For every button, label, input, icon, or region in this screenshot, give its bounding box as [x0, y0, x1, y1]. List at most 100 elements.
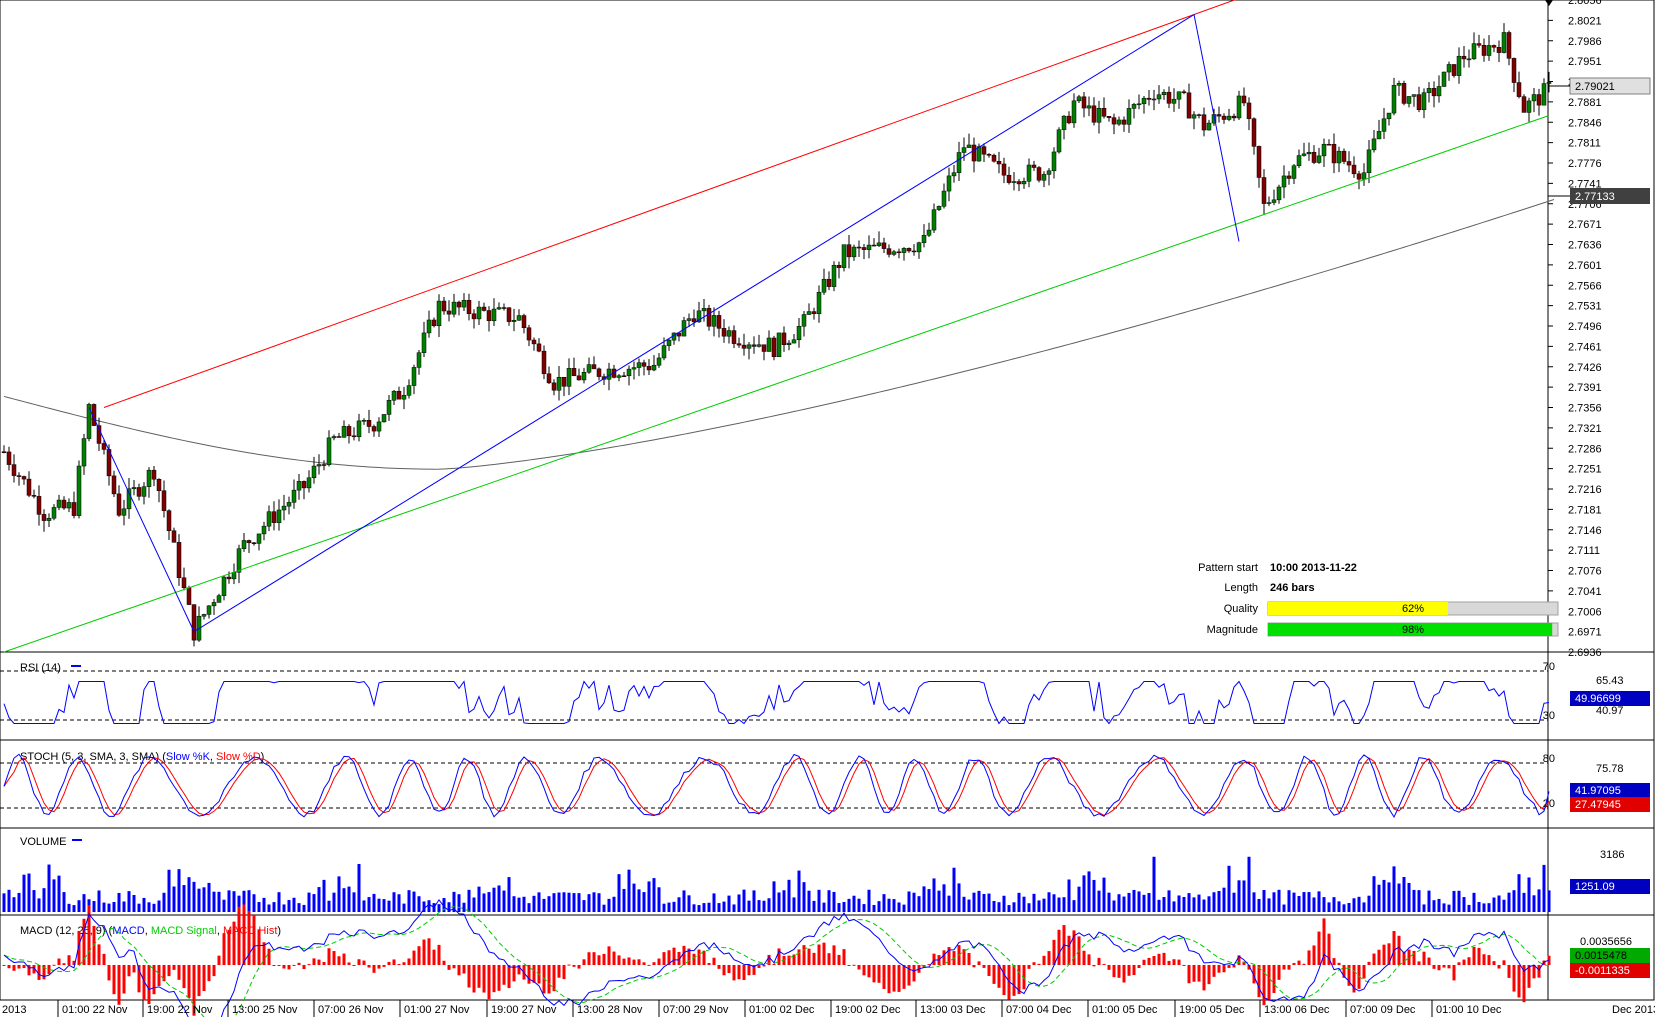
volume-bar [337, 876, 341, 912]
macd-hist-bar [122, 965, 126, 994]
macd-hist-bar [1497, 965, 1501, 969]
candle-body [1526, 100, 1532, 113]
volume-bar [477, 886, 481, 912]
macd-hist-bar [737, 965, 741, 980]
candle-body [1251, 118, 1257, 147]
candle-body [1456, 55, 1462, 76]
macd-value-label: 0.0015478 [1575, 950, 1627, 962]
macd-hist-bar [977, 961, 981, 965]
ma-price-box: 2.77133 [1548, 188, 1650, 204]
candle-body [791, 339, 797, 344]
macd-hist-bar [452, 965, 456, 969]
candle-body [806, 311, 812, 315]
macd-hist-bar [532, 965, 536, 983]
volume-bar [1037, 900, 1041, 912]
volume-bar [1437, 898, 1441, 912]
volume-bar [1217, 890, 1221, 912]
macd-hist-bar [772, 964, 776, 966]
macd-hist-bar [352, 965, 356, 966]
macd-hist-bar [207, 965, 211, 982]
candle-body [1356, 173, 1362, 180]
macd-histogram [2, 904, 1551, 1016]
volume-bar [22, 874, 26, 912]
candle-body [1151, 98, 1157, 101]
macd-hist-bar [132, 965, 136, 973]
candle-body [66, 502, 72, 509]
volume-bar [237, 895, 241, 912]
macd-hist-bar [592, 952, 596, 965]
volume-bar [1077, 886, 1081, 912]
volume-bar [292, 897, 296, 912]
volume-bar [442, 898, 446, 912]
candle-body [881, 242, 887, 249]
volume-bar [1302, 892, 1306, 912]
candle-body [301, 481, 307, 489]
volume-bar [172, 886, 176, 912]
volume-bar [1277, 889, 1281, 912]
volume-bar [1197, 894, 1201, 912]
volume-bar [522, 896, 526, 912]
price-tick-label: 2.7426 [1568, 362, 1602, 374]
macd-hist-bar [1072, 930, 1076, 965]
candle-body [171, 530, 177, 543]
macd-line [3, 898, 1550, 1020]
macd-hist-bar [462, 965, 466, 974]
volume-bar [882, 894, 886, 912]
volume-bar [1092, 879, 1096, 912]
volume-bar [202, 887, 206, 912]
candle-body [511, 319, 517, 322]
candle-body [1171, 98, 1177, 104]
candle-body [266, 511, 272, 527]
candle-body [1451, 64, 1457, 76]
volume-bar [1417, 890, 1421, 912]
candle-body [61, 499, 67, 509]
volume-bar [367, 897, 371, 912]
macd-hist-bar [1467, 957, 1471, 965]
macd-hist-bar [1337, 962, 1341, 965]
candle-body [1191, 114, 1197, 119]
volume-bar [532, 895, 536, 912]
volume-bar [787, 879, 791, 912]
candle-body [206, 605, 212, 615]
macd-hist-bar [112, 965, 116, 995]
volume-bar [192, 881, 196, 912]
volume-bar [657, 887, 661, 912]
candle-body [876, 242, 882, 246]
macd-hist-bar [512, 965, 516, 982]
candle-body [1216, 114, 1222, 117]
rsi-level-30: 30 [1543, 710, 1555, 722]
volume-bar [102, 902, 106, 912]
candle-body [431, 319, 437, 327]
macd-hist-bar [1442, 965, 1446, 968]
macd-hist-bar [307, 964, 311, 966]
volume-bar [1007, 905, 1011, 912]
candle-body [251, 542, 257, 545]
price-tick-label: 2.7146 [1568, 525, 1602, 537]
candle-body [16, 475, 22, 477]
time-tick-label: Dec 2013 [1612, 1004, 1655, 1016]
macd-hist-bar [102, 953, 106, 965]
volume-bar [1377, 884, 1381, 912]
price-tick-label: 2.7881 [1568, 97, 1602, 109]
candle-body [566, 368, 572, 387]
candle-body [676, 332, 682, 337]
volume-bar [567, 892, 571, 912]
time-tick-label: 13:00 25 Nov [232, 1004, 298, 1016]
macd-hist-bar [762, 965, 766, 967]
volume-bar [47, 864, 51, 912]
candle-body [136, 487, 142, 497]
volume-bar [647, 881, 651, 912]
macd-hist-bar [1277, 965, 1281, 980]
macd-hist-bar [867, 965, 871, 978]
volume-bar [1272, 892, 1276, 912]
macd-hist-bar [22, 965, 26, 969]
macd-hist-bar [252, 915, 256, 965]
candle-body [1241, 95, 1247, 104]
macd-hist-bar [582, 959, 586, 965]
volume-bar [1382, 879, 1386, 912]
candle-body [796, 326, 802, 340]
volume-bar [752, 890, 756, 912]
candle-body [1231, 115, 1237, 119]
candle-body [801, 314, 807, 327]
macd-hist-bar [432, 949, 436, 965]
